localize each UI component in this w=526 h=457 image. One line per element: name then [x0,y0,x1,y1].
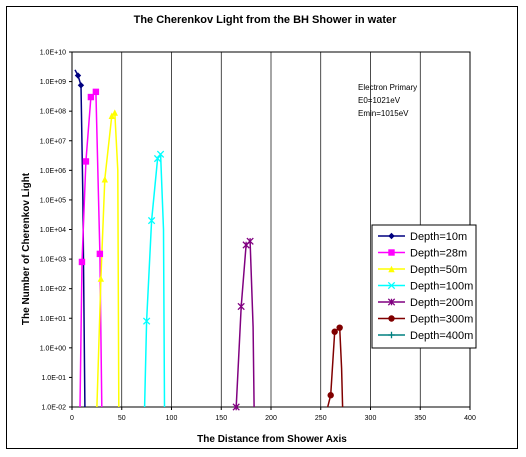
data-point [101,176,109,183]
data-point [331,328,338,335]
y-tick-label: 1.0E+07 [40,138,66,145]
data-point [153,154,162,163]
legend-marker [388,265,395,273]
y-tick-label: 1.0E+08 [40,109,66,116]
data-point [108,112,115,119]
legend-label: Depth=100m [410,281,473,293]
data-point [111,109,118,116]
annotation-line-1: Electron Primary [358,83,417,92]
y-tick-label: 1.0E+09 [40,79,66,86]
x-tick-label: 350 [414,415,426,422]
y-tick-label: 1.0E+04 [40,227,66,234]
x-tick-label: 0 [70,415,74,422]
legend-marker [388,232,395,240]
legend-marker [388,315,395,322]
grid-lines [121,52,421,407]
x-axis-label: The Distance from Shower Axis [197,434,347,445]
annotation: Electron Primary E0=1021eV Emin=1015eV [358,83,417,118]
annotation-line-2: E0=1021eV [358,96,401,105]
data-point [96,250,104,258]
data-point [147,216,156,225]
y-tick-label: 1.0E-01 [41,375,66,382]
legend-marker [387,298,396,306]
y-tick-label: 1.0E+02 [40,286,66,293]
legend-label: Depth=400m [410,330,473,342]
data-point [97,275,105,282]
data-point [87,93,95,101]
data-point [327,392,334,399]
x-tick-label: 100 [166,415,178,422]
data-point [92,88,100,96]
data-point [156,150,165,158]
x-tick-label: 50 [118,415,126,422]
data-point [237,302,245,311]
x-axis-ticks: 0 50 100 150 200 250 300 350 400 [70,407,476,422]
legend-label: Depth=10m [410,231,467,243]
legend-marker [388,331,395,339]
data-point [74,72,82,79]
data-point [77,82,85,89]
annotation-line-3: Emin=1015eV [358,109,409,118]
x-tick-label: 200 [265,415,277,422]
x-tick-label: 250 [315,415,327,422]
legend-box [371,224,477,349]
y-tick-label: 1.0E+03 [40,257,66,264]
x-tick-label: 150 [215,415,227,422]
x-tick-label: 300 [365,415,377,422]
x-tick-label: 400 [464,415,476,422]
legend: Depth=10m Depth=28m Depth=50m Depth=100m Dep… [371,224,477,349]
legend-label: Depth=50m [410,264,467,276]
y-tick-label: 1.0E+05 [40,197,66,204]
chart-title: The Cherenkov Light from the BH Shower i… [134,14,398,26]
y-tick-label: 1.0E-02 [41,405,66,412]
data-point [232,403,240,411]
y-tick-label: 1.0E+01 [40,316,66,323]
data-point [78,258,86,266]
y-axis-label: The Number of Cherenkov Light [21,172,32,325]
legend-marker [388,249,395,256]
data-point [142,317,151,325]
y-tick-label: 1.0E+10 [40,50,66,57]
y-tick-label: 1.0E+06 [40,168,66,175]
series-points [74,72,343,411]
legend-label: Depth=300m [410,314,473,326]
data-point [336,324,343,331]
legend-label: Depth=200m [410,297,473,309]
legend-label: Depth=28m [410,248,467,260]
y-tick-label: 1.0E+00 [40,345,66,352]
y-axis-ticks: 1.0E-02 1.0E-01 1.0E+00 1.0E+01 1.0E+02 1.0E+… [40,50,72,412]
data-point [246,237,254,245]
data-point [82,158,90,165]
legend-marker [387,281,396,290]
